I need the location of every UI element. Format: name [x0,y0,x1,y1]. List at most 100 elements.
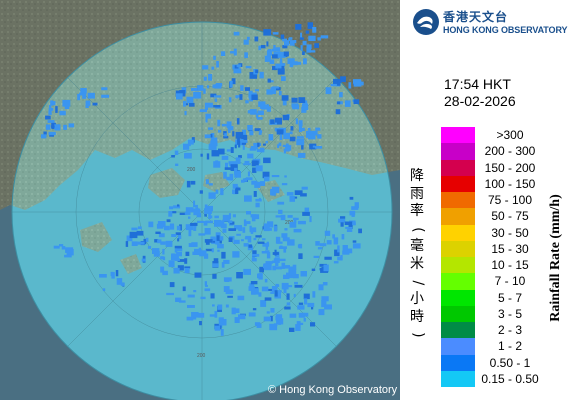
rain-echo [260,300,267,307]
rain-echo [339,92,343,98]
rain-echo [324,304,332,310]
copyright-text: © Hong Kong Observatory [268,384,398,396]
rain-echo [171,253,176,256]
rain-echo [283,247,287,253]
rain-echo [226,149,231,152]
rain-echo [193,225,197,231]
rain-echo [193,200,196,208]
rain-echo [247,110,256,114]
legend-row: 0.15 - 0.50 [441,370,577,387]
rain-echo [348,222,353,229]
rain-echo [185,224,194,231]
rain-echo [166,219,171,223]
rain-echo [228,97,232,103]
rain-echo [212,137,216,140]
observatory-name-cn: 香港天文台 [443,10,509,24]
rain-echo [250,146,258,150]
rain-echo [282,38,287,42]
rain-echo [226,121,232,129]
rain-echo [256,113,259,118]
rain-echo [242,143,245,150]
rain-echo [234,144,237,149]
rain-echo [282,99,287,106]
rain-echo [298,120,303,127]
rain-echo [349,196,354,200]
rain-echo [251,257,257,262]
rain-echo [218,129,222,133]
rain-echo [249,283,255,289]
rain-echo [277,258,286,262]
rain-echo [182,286,186,292]
rain-echo [184,258,188,264]
rain-echo [344,221,353,225]
rain-echo [308,35,316,41]
rain-echo [270,119,275,125]
rain-echo [185,103,189,106]
rain-echo [338,218,346,223]
rain-echo [333,78,341,86]
rain-echo [321,296,329,302]
rain-echo [148,221,154,228]
rain-echo [252,167,257,173]
rain-echo [308,50,316,53]
rain-echo [280,34,285,39]
rain-echo [184,211,191,215]
rain-echo [300,271,307,277]
rain-echo [41,134,47,139]
rain-echo [259,142,261,146]
rain-echo [250,281,258,285]
rain-echo [212,239,215,243]
rain-echo [257,110,264,115]
rain-echo [240,85,244,91]
rain-echo [183,101,186,107]
rain-echo [284,175,287,178]
rain-echo [214,215,219,219]
rainfall-legend: >300 200 - 300 150 - 200 100 - 150 75 - 100 5… [441,127,577,387]
rain-echo [203,88,206,94]
rain-echo [185,251,190,256]
rain-echo [263,157,271,164]
rain-echo [298,253,303,259]
rain-echo [265,261,273,264]
rain-echo [59,244,64,247]
rain-echo [238,314,246,320]
rain-echo [136,230,144,236]
rain-echo [205,248,213,252]
rain-echo [309,143,317,150]
legend-label: 5 - 7 [497,290,522,305]
rain-echo [230,164,238,171]
rain-echo [204,239,213,243]
rain-echo [334,249,340,257]
rain-echo [275,63,283,69]
rain-echo [191,312,199,318]
rain-echo [284,40,290,46]
rain-echo [229,80,233,88]
rain-echo [317,134,322,139]
rain-echo [270,291,275,294]
rain-echo [188,229,192,237]
rain-echo [236,272,243,279]
rain-echo [102,288,106,292]
rain-echo [48,131,56,136]
rain-echo [206,85,210,89]
rain-echo [336,101,341,105]
rain-echo [268,134,274,141]
rain-echo [333,261,339,264]
rain-echo [340,222,344,227]
rain-echo [330,83,337,87]
rain-echo [266,54,270,61]
rain-echo [263,316,271,322]
rain-echo [216,235,220,241]
rain-echo [243,268,251,275]
rain-echo [319,243,327,247]
rain-echo [229,173,234,181]
rain-echo [251,160,257,167]
rain-echo [278,246,287,249]
rain-echo [232,183,238,189]
rain-echo [278,142,282,147]
rain-echo [299,37,304,40]
rain-echo [275,236,281,244]
rain-echo [257,241,265,244]
rain-echo [214,310,218,318]
rain-echo [297,305,305,310]
